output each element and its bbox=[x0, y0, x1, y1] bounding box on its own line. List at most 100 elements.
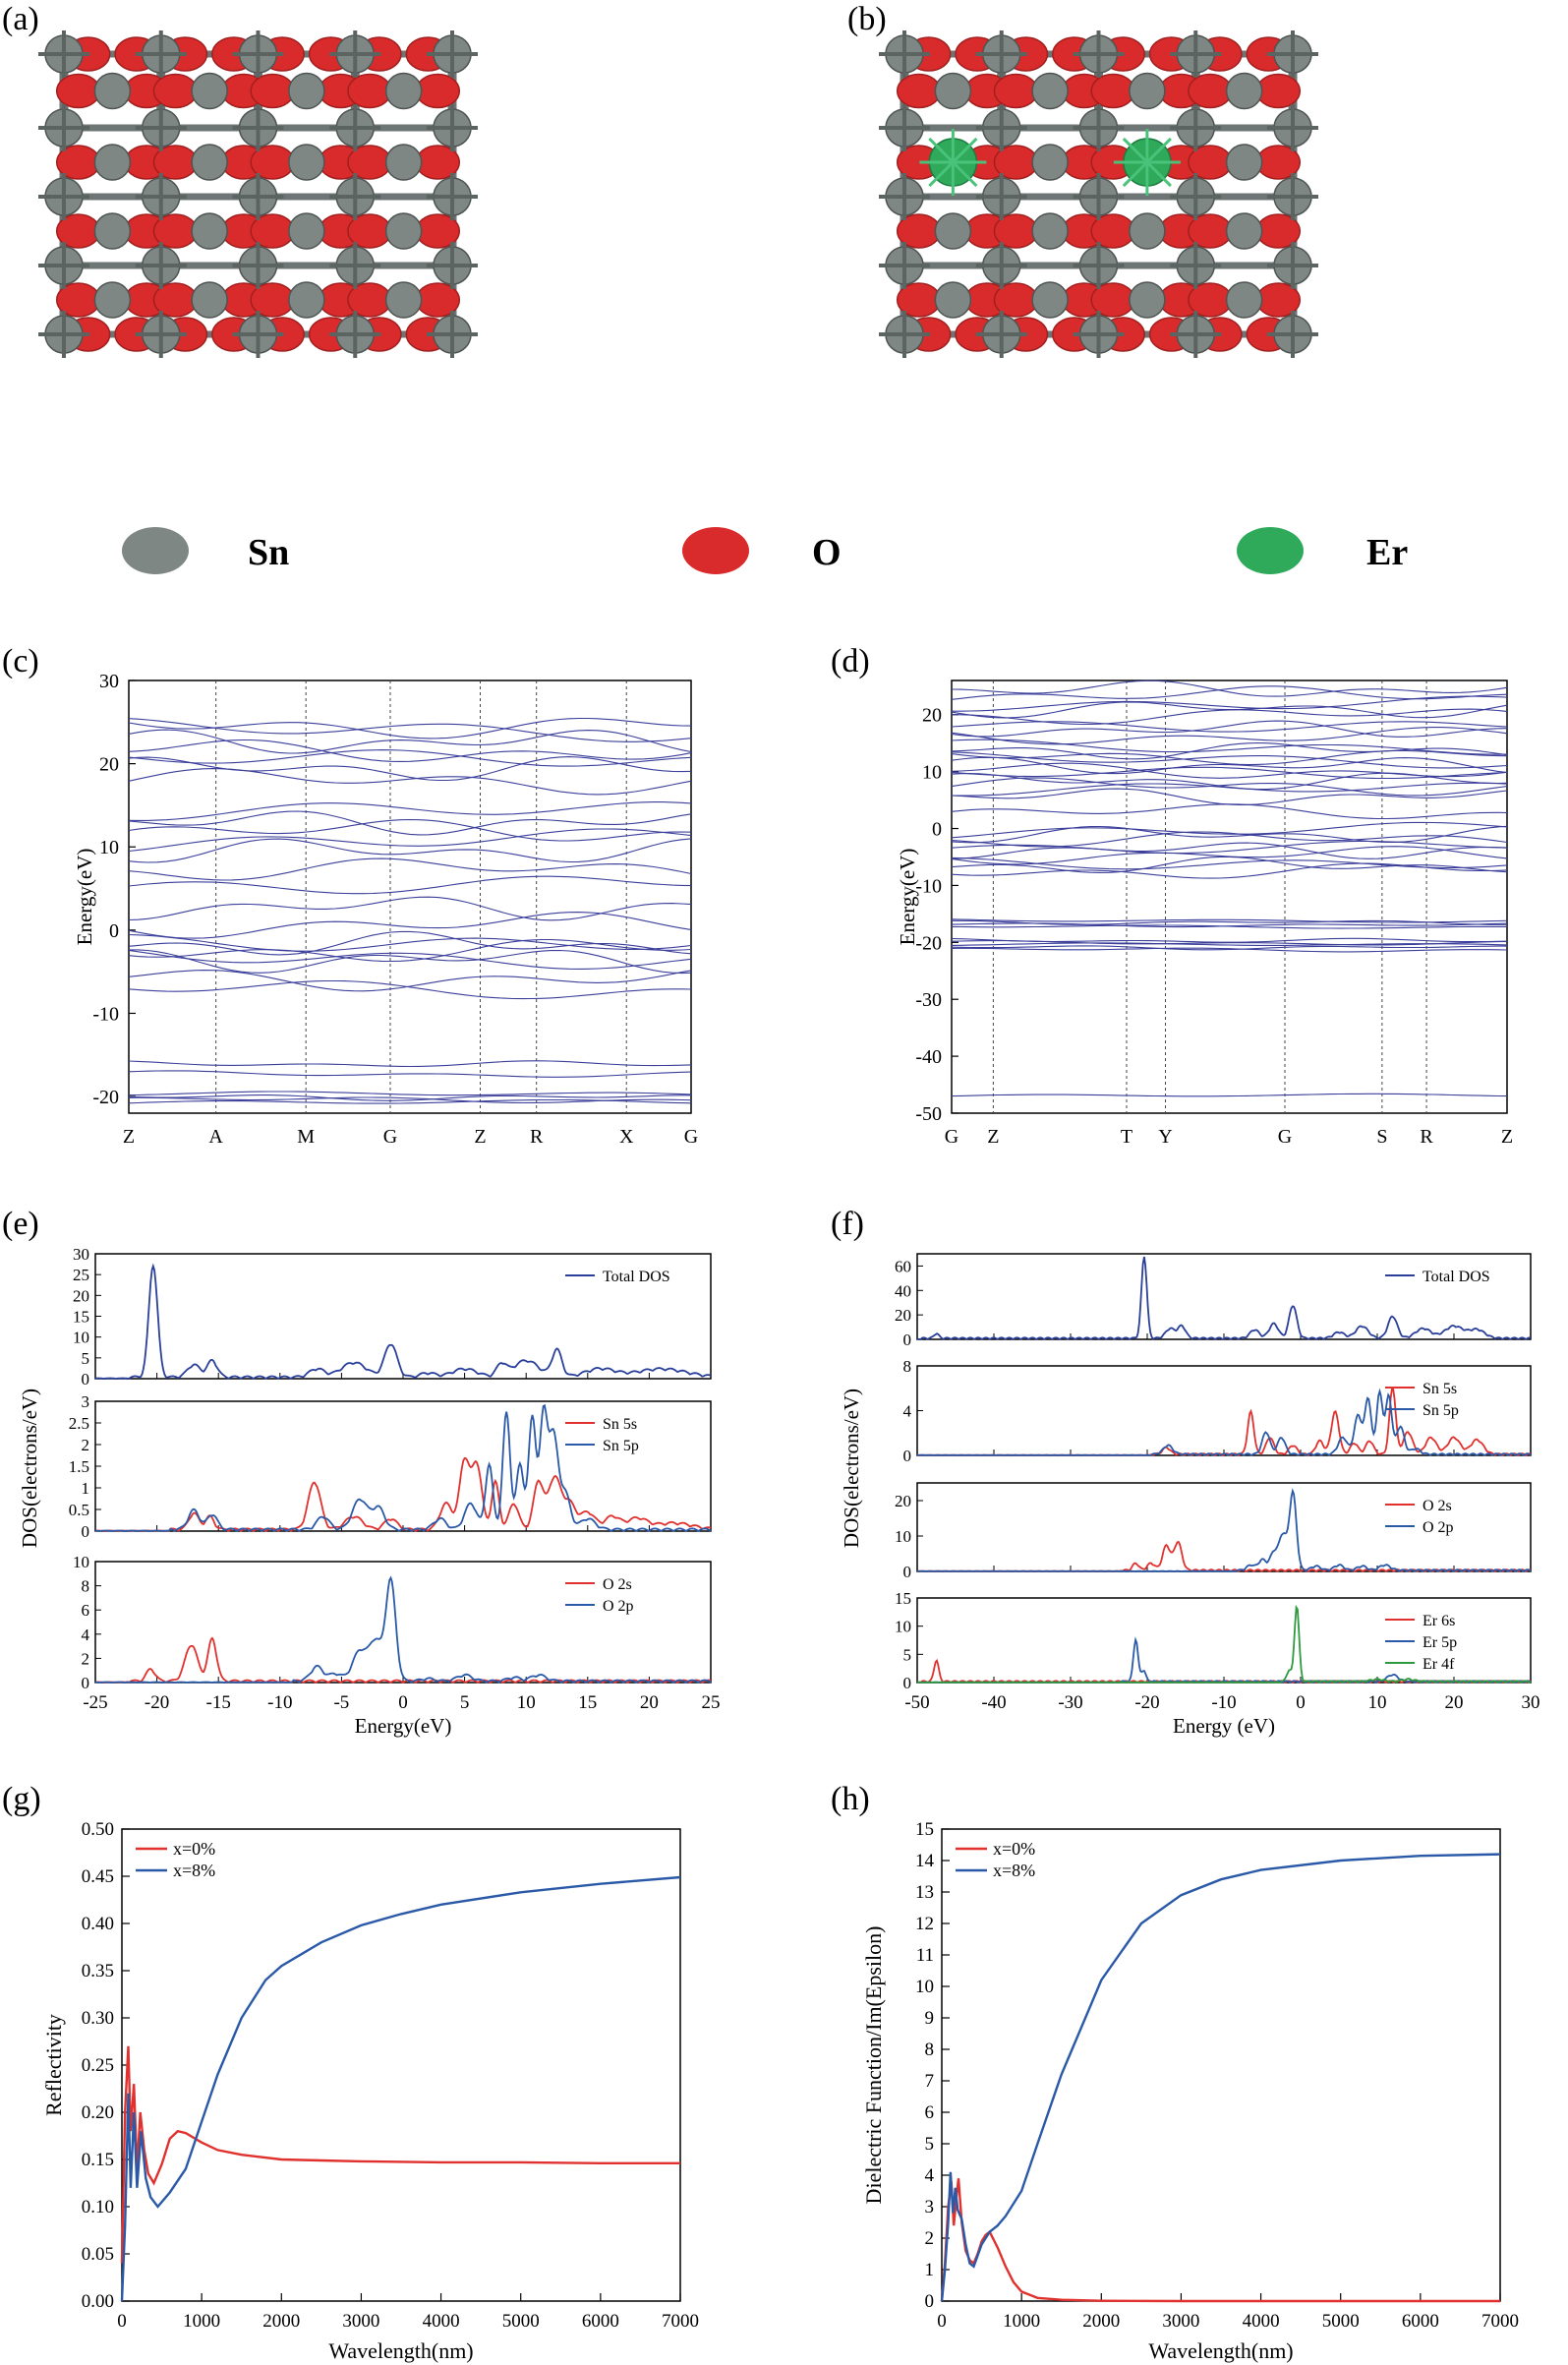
y-tick-label: 15 bbox=[895, 1589, 911, 1608]
tin-atom bbox=[1129, 281, 1166, 319]
band-line bbox=[128, 739, 692, 762]
x-tick-label: 7000 bbox=[662, 2311, 699, 2332]
band-line bbox=[951, 701, 1508, 719]
panel-label-b: (b) bbox=[847, 1, 887, 37]
band-line bbox=[128, 838, 692, 863]
band-line bbox=[951, 766, 1508, 780]
y-tick-label: 0.50 bbox=[82, 1819, 114, 1840]
y-tick-label: 0.35 bbox=[82, 1961, 114, 1981]
tin-atom bbox=[1031, 212, 1069, 250]
y-tick-label: 60 bbox=[895, 1257, 911, 1275]
y-tick-label: 0.25 bbox=[82, 2055, 114, 2076]
tin-atom bbox=[1031, 72, 1069, 110]
band-line bbox=[128, 718, 692, 742]
kpoint-label: Z bbox=[987, 1126, 999, 1148]
band-line bbox=[951, 942, 1508, 946]
line-plot-g: 0.00 0.05 0.10 0.15 0.20 0.25 0.30 0.35 0.40 0.45… bbox=[41, 1819, 699, 2363]
band-line bbox=[951, 685, 1508, 700]
er-bond bbox=[952, 160, 978, 188]
y-tick-label: 0 bbox=[903, 1330, 912, 1349]
band-line bbox=[128, 828, 692, 853]
x-tick-label: -30 bbox=[1058, 1692, 1082, 1713]
legend-label: O 2s bbox=[1423, 1498, 1452, 1514]
y-tick-label: 0.45 bbox=[82, 1866, 114, 1887]
band-structure-d: -50 -40 -30 -20 -10 0 10 20 G Z T Y G S R Z Energy(eV) bbox=[896, 680, 1513, 1148]
band-line bbox=[128, 1091, 692, 1096]
y-tick-label: 9 bbox=[925, 2008, 935, 2029]
band-line bbox=[128, 717, 692, 739]
dos-subplot: 0 2 4 6 8 10 O 2s O 2p bbox=[73, 1553, 712, 1692]
kpoint-label: T bbox=[1121, 1126, 1132, 1148]
er-bond bbox=[928, 137, 955, 164]
x-tick-label: 20 bbox=[640, 1692, 659, 1713]
y-tick-label: 1 bbox=[925, 2260, 935, 2280]
x-tick-label: 3000 bbox=[342, 2311, 379, 2332]
x-axis-label: Energy(eV) bbox=[355, 1714, 452, 1738]
x-tick-label: 4000 bbox=[1243, 2311, 1280, 2332]
y-tick-label: 5 bbox=[82, 1349, 90, 1368]
x-tick-label: 1000 bbox=[1003, 2311, 1040, 2332]
y-tick-label: 0 bbox=[903, 1674, 912, 1692]
legend-label: Total DOS bbox=[603, 1269, 670, 1285]
y-tick-label: -50 bbox=[915, 1103, 942, 1125]
tin-atom bbox=[1225, 72, 1263, 110]
legend-label: Sn 5p bbox=[603, 1438, 639, 1454]
legend-label: O 2p bbox=[603, 1598, 634, 1615]
dos-subplot: 0 4 8 Sn 5s Sn 5p bbox=[903, 1357, 1532, 1465]
panel-label-c: (c) bbox=[2, 643, 39, 680]
x-tick-label: 25 bbox=[702, 1692, 721, 1713]
band-lines bbox=[951, 680, 1508, 1097]
legend-label: Er 4f bbox=[1423, 1656, 1455, 1673]
legend-label: Er 5p bbox=[1423, 1634, 1457, 1651]
kpoint-label: R bbox=[530, 1126, 544, 1148]
x-tick-label: 0 bbox=[398, 1692, 408, 1713]
x-tick-label: 5000 bbox=[502, 2311, 540, 2332]
y-tick-label: 15 bbox=[73, 1308, 89, 1327]
x-tick-label: 6000 bbox=[582, 2311, 619, 2332]
band-line bbox=[951, 937, 1508, 943]
oxygen-atom bbox=[415, 73, 461, 109]
tin-atom bbox=[384, 281, 423, 319]
dos-subplot: 0 10 20 O 2s O 2p bbox=[895, 1482, 1532, 1581]
band-line bbox=[951, 821, 1508, 839]
x-tick-label: -25 bbox=[83, 1692, 107, 1713]
y-tick-label: 3 bbox=[82, 1392, 90, 1411]
y-axis-label: Energy(eV) bbox=[896, 849, 919, 946]
band-line bbox=[128, 810, 692, 836]
y-tick-label: 20 bbox=[922, 705, 942, 727]
y-tick-label: -40 bbox=[915, 1046, 942, 1068]
band-line bbox=[951, 840, 1508, 855]
y-tick-label: 10 bbox=[922, 762, 942, 784]
band-line bbox=[128, 729, 692, 754]
plot-frame bbox=[951, 680, 1508, 1114]
y-tick-label: 10 bbox=[99, 837, 119, 858]
plot-frame bbox=[121, 1828, 681, 2302]
tin-atom bbox=[934, 281, 972, 319]
er-bond bbox=[1122, 137, 1148, 164]
band-line bbox=[128, 933, 692, 952]
band-line bbox=[128, 970, 692, 992]
y-tick-label: 10 bbox=[915, 1977, 934, 1997]
legend-label: O 2s bbox=[603, 1576, 632, 1593]
er-bond bbox=[1145, 137, 1172, 164]
x-tick-label: -40 bbox=[981, 1692, 1006, 1713]
band-line bbox=[951, 1093, 1508, 1097]
y-tick-label: 40 bbox=[895, 1281, 911, 1300]
tin-atom bbox=[288, 281, 325, 319]
y-tick-label: 0 bbox=[903, 1447, 912, 1465]
y-tick-label: 25 bbox=[73, 1266, 89, 1284]
x-tick-label: -50 bbox=[904, 1692, 929, 1713]
crystal-structure-undoped bbox=[38, 30, 478, 358]
legend-label: x=8% bbox=[993, 1861, 1035, 1880]
y-tick-label: 0.40 bbox=[82, 1914, 114, 1934]
kpoint-label: M bbox=[297, 1126, 315, 1148]
band-line bbox=[129, 949, 692, 975]
er-bond bbox=[952, 137, 978, 164]
kpoint-label: A bbox=[208, 1126, 223, 1148]
o-atom-swatch bbox=[682, 527, 749, 574]
series-line bbox=[120, 2045, 680, 2264]
x-tick-label: 4000 bbox=[423, 2311, 460, 2332]
tin-atom bbox=[934, 212, 972, 250]
y-tick-label: 15 bbox=[915, 1819, 934, 1840]
